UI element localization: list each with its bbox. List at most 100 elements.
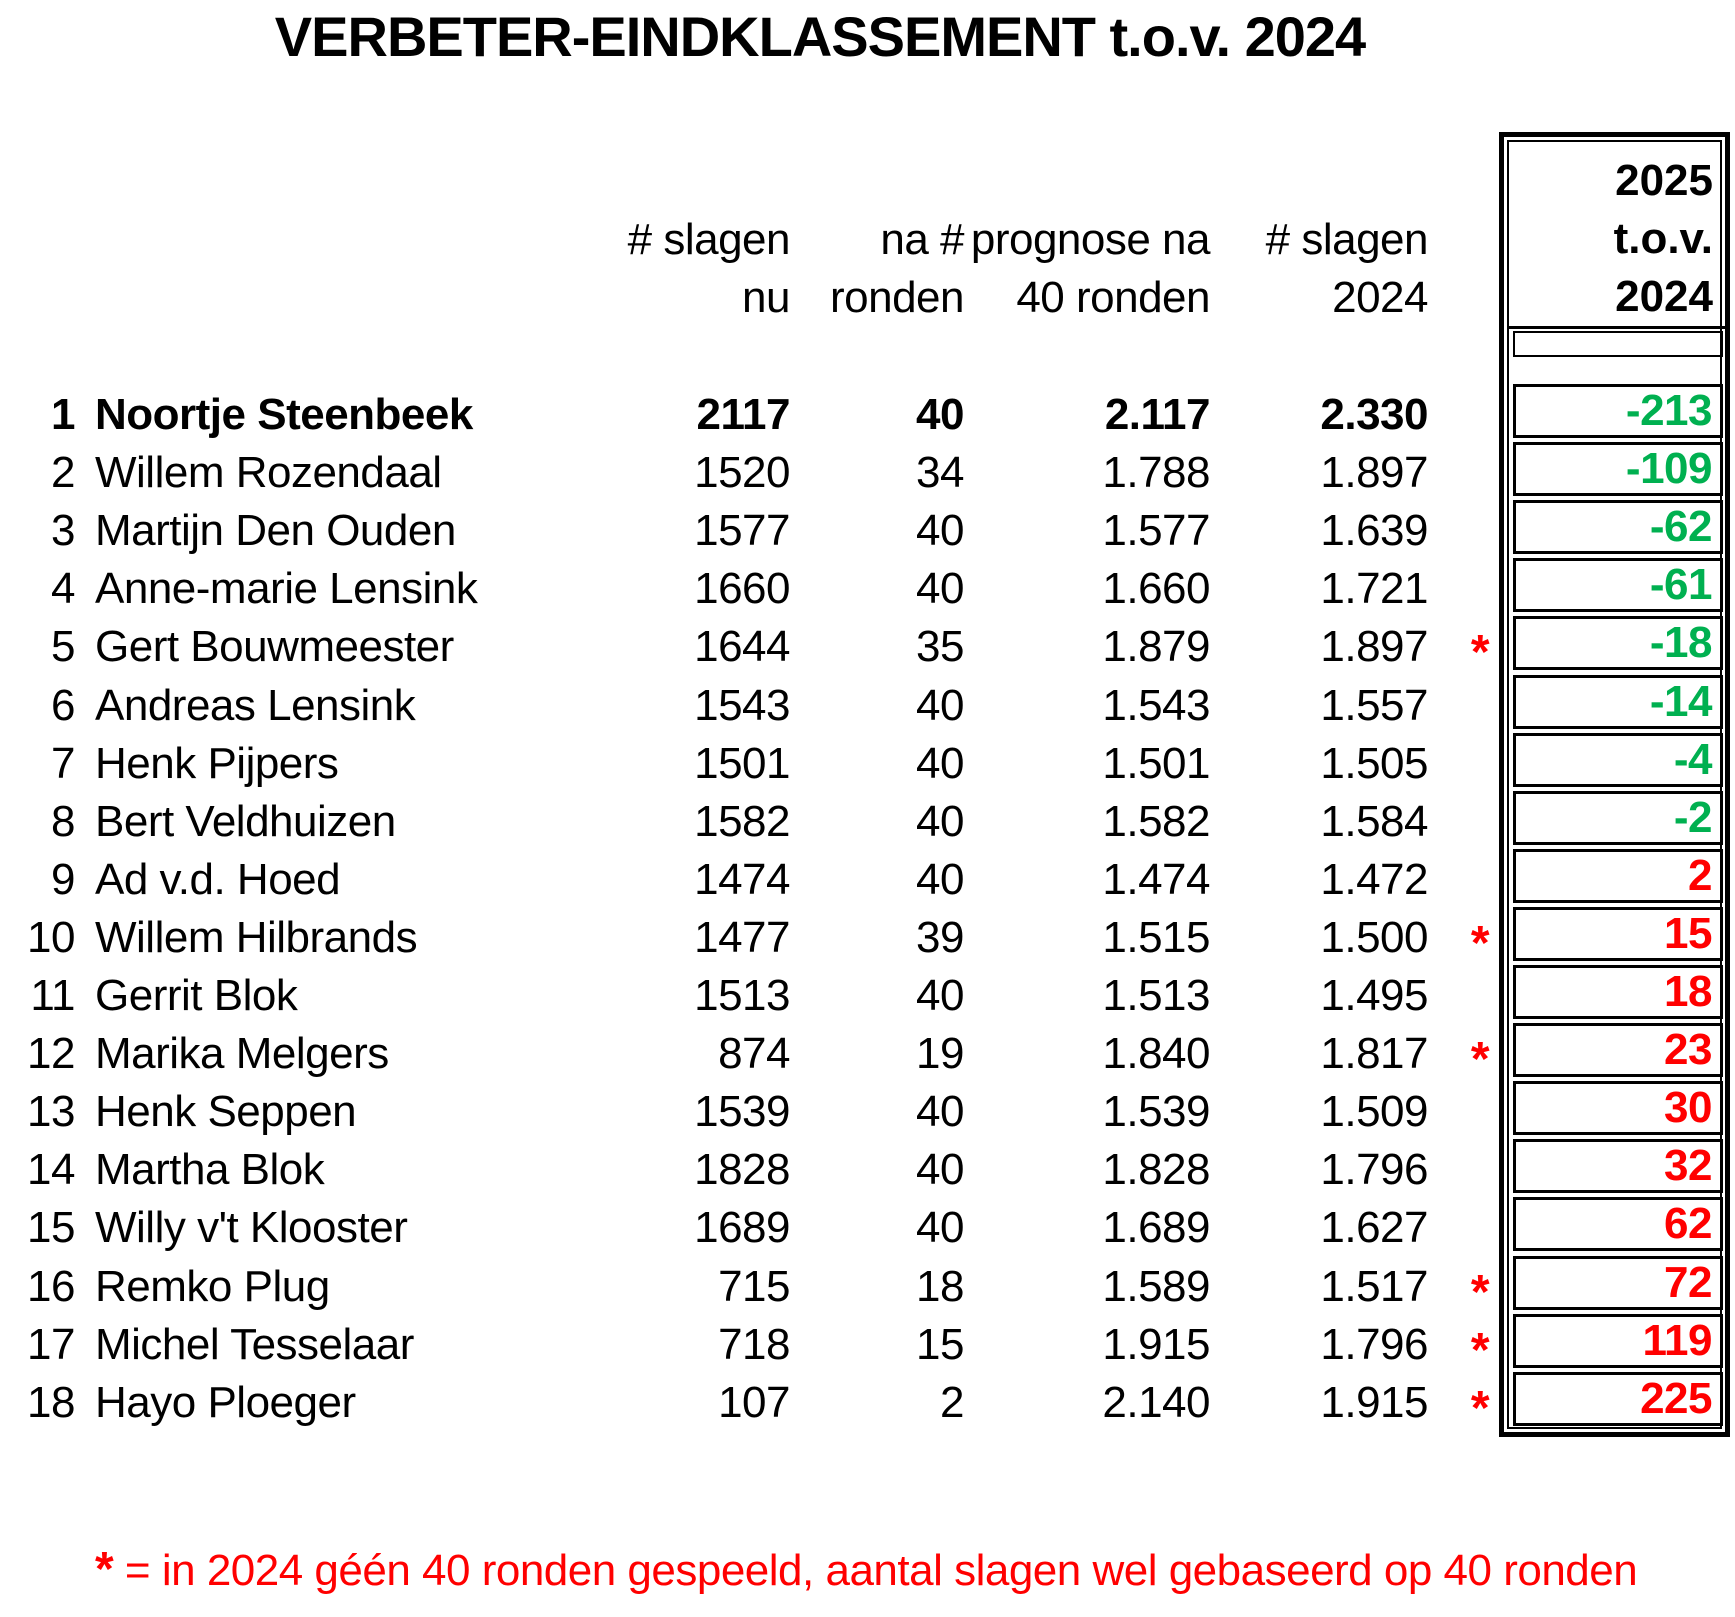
prognose-cell: 1.915 (1102, 1319, 1210, 1369)
star-marker: * (1470, 626, 1490, 680)
slagen-2024-cell: 1.557 (1320, 680, 1428, 730)
tov-2024-value: -4 (1673, 734, 1713, 784)
name-cell: Andreas Lensink (95, 680, 416, 730)
name-cell: Willy v't Klooster (95, 1203, 408, 1253)
tov-2024-cell: 72 (1513, 1255, 1723, 1310)
slagen-2024-cell: 1.584 (1320, 796, 1428, 846)
tov-2024-value: 32 (1664, 1141, 1712, 1191)
na-ronden-cell: 40 (916, 1145, 964, 1195)
tov-2024-value: -213 (1625, 386, 1713, 435)
name-cell: Remko Plug (95, 1261, 330, 1311)
slagen-2024-cell: 1.817 (1320, 1029, 1428, 1079)
na-ronden-cell: 19 (916, 1029, 964, 1079)
prognose-cell: 1.577 (1102, 506, 1210, 556)
tov-2024-cell: -18 (1513, 616, 1723, 671)
slagen-2024-cell: 1.509 (1320, 1087, 1428, 1137)
tov-2024-value: 72 (1664, 1257, 1712, 1307)
slagen-nu-cell: 718 (718, 1319, 790, 1369)
star-marker: * (1470, 916, 1490, 970)
column-header-line: 40 ronden (1016, 273, 1210, 322)
na-ronden-cell: 34 (916, 448, 964, 498)
tov-2024-cell: 32 (1513, 1139, 1723, 1194)
tov-2024-cell: -213 (1513, 384, 1723, 438)
tov-2024-value: -61 (1649, 560, 1713, 610)
column-header-line: na # (880, 215, 964, 264)
na-ronden-cell: 40 (916, 564, 964, 614)
name-cell: Michel Tesselaar (95, 1319, 414, 1369)
prognose-cell: 2.117 (1104, 390, 1211, 439)
tov-2024-cell: 225 (1513, 1371, 1723, 1426)
tov-2024-value: -62 (1649, 502, 1713, 552)
na-ronden-cell: 15 (916, 1319, 964, 1369)
name-cell: Gert Bouwmeester (95, 622, 454, 672)
rank-cell: 3 (51, 506, 75, 556)
slagen-2024-cell: 1.915 (1320, 1377, 1428, 1427)
table-row: 12 Marika Melgers 874 19 1.840 1.817 * (0, 1025, 1735, 1086)
tov-2024-cell: 18 (1513, 965, 1723, 1019)
slagen-2024-cell: 1.796 (1320, 1145, 1428, 1195)
tov-2024-cell: -14 (1513, 674, 1723, 729)
na-ronden-cell: 40 (916, 738, 964, 788)
name-cell: Bert Veldhuizen (95, 796, 396, 846)
slagen-nu-cell: 2117 (696, 390, 791, 439)
star-marker: * (1470, 1265, 1490, 1319)
column-header-line: prognose na (970, 215, 1211, 264)
prognose-cell: 1.660 (1102, 564, 1210, 614)
table-row: 15 Willy v't Klooster 1689 40 1.689 1.627 (0, 1199, 1735, 1257)
tov-2024-value: 119 (1642, 1315, 1713, 1365)
column-header-na-ronden: na # ronden (830, 211, 965, 327)
prognose-cell: 1.501 (1102, 738, 1210, 788)
column-header-prognose: prognose na 40 ronden (970, 211, 1211, 327)
slagen-nu-cell: 1520 (694, 448, 790, 498)
tov-2024-value: 30 (1664, 1083, 1712, 1133)
tov-2024-value: 2 (1688, 850, 1712, 900)
rank-cell: 13 (27, 1087, 75, 1137)
slagen-2024-cell: 1.472 (1320, 854, 1428, 904)
prognose-cell: 1.582 (1102, 796, 1210, 846)
tov-2024-value: -2 (1673, 792, 1713, 842)
tov-2024-value: -109 (1625, 444, 1713, 494)
slagen-2024-cell: 1.721 (1320, 564, 1428, 614)
name-cell: Ad v.d. Hoed (95, 854, 341, 904)
slagen-2024-cell: 2.330 (1320, 390, 1428, 439)
name-cell: Noortje Steenbeek (95, 390, 473, 439)
slagen-2024-cell: 1.627 (1320, 1203, 1428, 1253)
page-title: VERBETER-EINDKLASSEMENT t.o.v. 2024 (274, 5, 1366, 68)
name-cell: Henk Seppen (95, 1087, 357, 1137)
tov-2024-value: -18 (1649, 618, 1713, 668)
table-row: 13 Henk Seppen 1539 40 1.539 1.509 (0, 1083, 1735, 1141)
tov-2024-value: -14 (1649, 676, 1713, 726)
table-row: 7 Henk Pijpers 1501 40 1.501 1.505 (0, 735, 1735, 793)
slagen-2024-cell: 1.639 (1320, 506, 1428, 556)
slagen-nu-cell: 1501 (694, 738, 790, 788)
na-ronden-cell: 40 (916, 1087, 964, 1137)
table-row: 17 Michel Tesselaar 718 15 1.915 1.796 * (0, 1316, 1735, 1377)
tov-2024-cell: 119 (1513, 1313, 1723, 1368)
slagen-nu-cell: 1513 (694, 971, 790, 1020)
tov-2024-value: 225 (1640, 1373, 1712, 1423)
box-empty-cell (1513, 331, 1723, 357)
rank-cell: 10 (27, 912, 75, 962)
rank-cell: 2 (51, 448, 75, 498)
tov-2024-cell: -2 (1513, 790, 1723, 845)
slagen-nu-cell: 1660 (694, 564, 790, 614)
tov-2024-value: 62 (1664, 1199, 1712, 1249)
footnote-asterisk: * (95, 1543, 114, 1596)
rank-cell: 8 (51, 796, 75, 846)
tov-2024-cell: -61 (1513, 558, 1723, 613)
prognose-cell: 1.828 (1102, 1145, 1210, 1195)
name-cell: Martijn Den Ouden (95, 506, 456, 556)
slagen-nu-cell: 715 (718, 1261, 790, 1311)
column-header-slagen-2024: # slagen 2024 (1266, 211, 1429, 327)
table-row: 10 Willem Hilbrands 1477 39 1.515 1.500 * (0, 909, 1735, 970)
prognose-cell: 1.589 (1102, 1261, 1210, 1311)
rank-cell: 11 (30, 971, 75, 1020)
slagen-2024-cell: 1.495 (1320, 971, 1428, 1020)
rank-cell: 14 (27, 1145, 75, 1195)
slagen-nu-cell: 1582 (694, 796, 790, 846)
na-ronden-cell: 40 (916, 390, 964, 439)
tov-2024-cell: 15 (1513, 906, 1723, 961)
box-header-line: 2025 (1615, 156, 1713, 205)
rank-cell: 16 (27, 1261, 75, 1311)
slagen-nu-cell: 1644 (694, 622, 790, 672)
